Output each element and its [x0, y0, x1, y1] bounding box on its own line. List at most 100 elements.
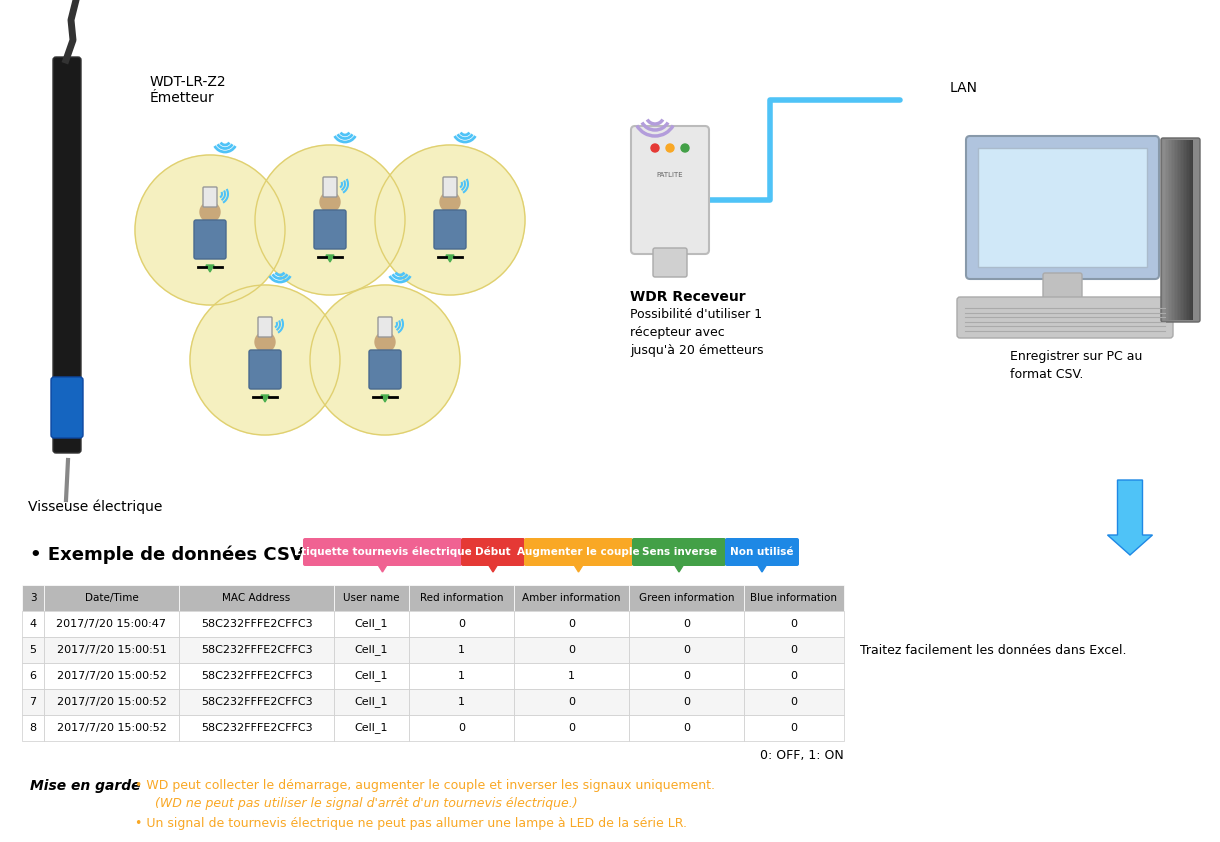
FancyBboxPatch shape: [1190, 140, 1192, 320]
Text: Cell_1: Cell_1: [355, 644, 388, 655]
Text: 1: 1: [458, 697, 465, 707]
Text: 7: 7: [29, 697, 37, 707]
FancyBboxPatch shape: [1172, 140, 1174, 320]
Text: 0: 0: [458, 723, 465, 733]
FancyBboxPatch shape: [653, 248, 687, 277]
FancyBboxPatch shape: [443, 177, 458, 197]
FancyBboxPatch shape: [179, 637, 334, 663]
FancyBboxPatch shape: [630, 585, 744, 611]
Text: 0: 0: [683, 619, 691, 629]
FancyBboxPatch shape: [44, 611, 179, 637]
Text: MAC Address: MAC Address: [222, 593, 290, 603]
FancyBboxPatch shape: [1161, 138, 1200, 322]
FancyBboxPatch shape: [378, 317, 392, 337]
FancyBboxPatch shape: [44, 715, 179, 741]
FancyBboxPatch shape: [44, 689, 179, 715]
FancyBboxPatch shape: [409, 585, 514, 611]
FancyBboxPatch shape: [334, 585, 409, 611]
FancyBboxPatch shape: [978, 148, 1147, 267]
FancyBboxPatch shape: [525, 538, 633, 566]
FancyBboxPatch shape: [744, 689, 844, 715]
FancyBboxPatch shape: [1186, 140, 1187, 320]
Polygon shape: [673, 564, 684, 572]
FancyBboxPatch shape: [744, 585, 844, 611]
FancyBboxPatch shape: [744, 663, 844, 689]
FancyBboxPatch shape: [368, 350, 401, 389]
Text: User name: User name: [343, 593, 400, 603]
Text: Enregistrer sur PC au
format CSV.: Enregistrer sur PC au format CSV.: [1010, 350, 1142, 381]
FancyBboxPatch shape: [303, 538, 462, 566]
Text: Visseuse électrique: Visseuse électrique: [28, 500, 162, 514]
FancyBboxPatch shape: [514, 715, 630, 741]
Text: 58C232FFFE2CFFC3: 58C232FFFE2CFFC3: [200, 645, 312, 655]
FancyBboxPatch shape: [179, 585, 334, 611]
FancyBboxPatch shape: [630, 715, 744, 741]
Text: (WD ne peut pas utiliser le signal d'arrêt d'un tournevis électrique.): (WD ne peut pas utiliser le signal d'arr…: [155, 797, 577, 810]
Text: Amber information: Amber information: [522, 593, 621, 603]
Polygon shape: [381, 395, 389, 402]
Text: 6: 6: [29, 671, 37, 681]
FancyBboxPatch shape: [632, 538, 726, 566]
FancyBboxPatch shape: [22, 585, 44, 611]
Text: 0: 0: [791, 645, 798, 655]
FancyBboxPatch shape: [1188, 140, 1190, 320]
Text: 0: 0: [683, 697, 691, 707]
Text: 2017/7/20 15:00:51: 2017/7/20 15:00:51: [56, 645, 166, 655]
Text: Green information: Green information: [639, 593, 734, 603]
Text: WDT-LR-Z2
Émetteur: WDT-LR-Z2 Émetteur: [150, 75, 227, 105]
FancyBboxPatch shape: [966, 136, 1159, 279]
FancyBboxPatch shape: [1169, 140, 1170, 320]
Text: 58C232FFFE2CFFC3: 58C232FFFE2CFFC3: [200, 619, 312, 629]
FancyBboxPatch shape: [194, 220, 226, 259]
Text: Red information: Red information: [420, 593, 503, 603]
FancyBboxPatch shape: [22, 611, 44, 637]
FancyBboxPatch shape: [179, 611, 334, 637]
FancyBboxPatch shape: [1163, 140, 1165, 320]
Text: 8: 8: [29, 723, 37, 733]
Text: 1: 1: [458, 645, 465, 655]
Text: 3: 3: [29, 593, 37, 603]
FancyBboxPatch shape: [1192, 140, 1193, 320]
FancyBboxPatch shape: [409, 637, 514, 663]
Circle shape: [310, 285, 460, 435]
FancyBboxPatch shape: [44, 637, 179, 663]
FancyBboxPatch shape: [257, 317, 272, 337]
Text: 0: 0: [569, 723, 575, 733]
Polygon shape: [488, 564, 498, 572]
Text: Etiquette tournevis électrique: Etiquette tournevis électrique: [294, 546, 471, 557]
Text: Mise en garde: Mise en garde: [30, 779, 140, 793]
Text: 2017/7/20 15:00:47: 2017/7/20 15:00:47: [56, 619, 166, 629]
FancyArrow shape: [1108, 480, 1153, 555]
Polygon shape: [326, 255, 334, 262]
Text: • Exemple de données CSV: • Exemple de données CSV: [30, 545, 304, 563]
FancyBboxPatch shape: [314, 210, 346, 249]
FancyBboxPatch shape: [409, 611, 514, 637]
FancyBboxPatch shape: [1179, 140, 1180, 320]
FancyBboxPatch shape: [179, 689, 334, 715]
FancyBboxPatch shape: [22, 663, 44, 689]
FancyBboxPatch shape: [409, 663, 514, 689]
Text: Début: Début: [475, 547, 511, 557]
Text: 0: 0: [458, 619, 465, 629]
Text: 0: 0: [569, 619, 575, 629]
Text: 0: 0: [683, 671, 691, 681]
Circle shape: [320, 192, 340, 212]
Text: 0: 0: [791, 619, 798, 629]
FancyBboxPatch shape: [1182, 140, 1183, 320]
Text: WDR Receveur: WDR Receveur: [630, 290, 745, 304]
FancyBboxPatch shape: [1170, 140, 1172, 320]
FancyBboxPatch shape: [1180, 140, 1181, 320]
Circle shape: [651, 144, 659, 152]
FancyBboxPatch shape: [409, 689, 514, 715]
Text: LAN: LAN: [950, 81, 978, 95]
FancyBboxPatch shape: [630, 611, 744, 637]
FancyBboxPatch shape: [22, 637, 44, 663]
Text: Traitez facilement les données dans Excel.: Traitez facilement les données dans Exce…: [860, 643, 1126, 657]
Text: 0: OFF, 1: ON: 0: OFF, 1: ON: [760, 749, 844, 762]
Text: 0: 0: [791, 697, 798, 707]
Circle shape: [135, 155, 285, 305]
Text: Cell_1: Cell_1: [355, 696, 388, 707]
Text: 2017/7/20 15:00:52: 2017/7/20 15:00:52: [56, 671, 166, 681]
Text: 5: 5: [29, 645, 37, 655]
Circle shape: [375, 332, 395, 352]
